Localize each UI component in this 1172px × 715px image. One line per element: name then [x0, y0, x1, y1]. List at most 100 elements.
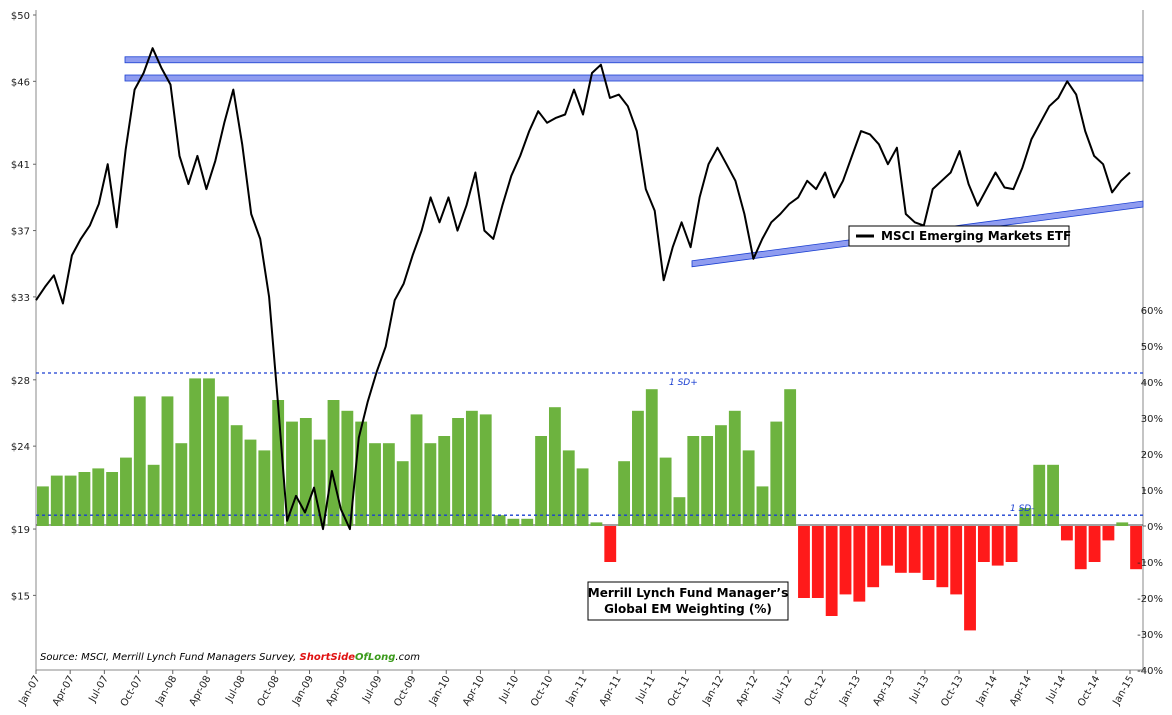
- x-tick-label: Apr-09: [324, 674, 350, 708]
- bar: [1088, 526, 1101, 562]
- right-tick-label: 10%: [1141, 486, 1163, 497]
- bar: [120, 457, 132, 526]
- right-tick-label: 0%: [1147, 522, 1163, 533]
- bar: [950, 526, 963, 595]
- x-tick-label: Oct-09: [392, 674, 418, 709]
- x-tick-label: Jan-14: [974, 674, 1000, 708]
- x-tick-label: Apr-13: [871, 674, 897, 708]
- x-tick-label: Jan-11: [564, 674, 590, 708]
- sd-minus-label: 1 SD-: [1010, 504, 1034, 514]
- bar: [742, 450, 755, 526]
- x-tick-label: Apr-11: [598, 674, 624, 708]
- x-tick-label: Oct-10: [529, 674, 555, 709]
- bar: [286, 421, 298, 526]
- bar: [1116, 522, 1129, 526]
- source-prefix: Source: MSCI, Merrill Lynch Fund Manager…: [40, 652, 300, 663]
- bar-series-label-box: Merrill Lynch Fund Manager’s Global EM W…: [587, 581, 789, 621]
- x-tick-label: Apr-07: [51, 674, 77, 708]
- right-tick-label: -10%: [1137, 558, 1163, 569]
- bar: [493, 515, 506, 526]
- x-tick-label: Oct-12: [803, 674, 829, 709]
- bar: [341, 410, 354, 526]
- bar: [175, 443, 188, 526]
- bar: [203, 378, 215, 526]
- bar: [1130, 526, 1142, 570]
- bar: [673, 497, 686, 526]
- bar: [1102, 526, 1115, 541]
- bar: [216, 396, 229, 526]
- x-axis-ticks: Jan-07 Apr-07 Jul-07 Oct-07 Jan-08 Apr-08 Jul-…: [17, 670, 1137, 709]
- bar: [1019, 508, 1032, 526]
- bar: [991, 526, 1004, 566]
- bar: [632, 410, 644, 526]
- left-tick-label: $33: [11, 293, 30, 304]
- bar: [133, 396, 146, 526]
- x-tick-label: Apr-14: [1008, 674, 1034, 708]
- right-tick-label: 60%: [1141, 306, 1163, 317]
- bar-series: [37, 378, 1142, 631]
- right-tick-label: -30%: [1137, 630, 1163, 641]
- left-tick-label: $19: [11, 525, 30, 536]
- bar: [562, 450, 575, 526]
- bar: [1005, 526, 1018, 562]
- x-tick-label: Oct-08: [256, 674, 282, 709]
- bar: [659, 457, 672, 526]
- x-tick-label: Jul-12: [770, 674, 794, 705]
- bar: [1033, 464, 1046, 526]
- bar: [798, 526, 810, 598]
- bar: [521, 518, 534, 526]
- x-tick-label: Apr-08: [188, 674, 214, 708]
- bar: [230, 425, 243, 526]
- bar: [770, 421, 783, 526]
- bar: [784, 389, 797, 526]
- bar: [535, 436, 547, 526]
- right-axis-ticks: 60% 50% 40% 30% 20% 10% 0% -10% -20% -30% -40%: [1137, 306, 1163, 677]
- x-tick-label: Oct-13: [939, 674, 965, 709]
- legend-label: MSCI Emerging Markets ETF: [881, 229, 1071, 243]
- bar: [853, 526, 866, 602]
- x-tick-label: Jul-07: [87, 674, 111, 705]
- left-tick-label: $41: [11, 160, 30, 171]
- x-tick-label: Jan-13: [837, 674, 863, 708]
- line-series: [35, 47, 1131, 531]
- bar: [1047, 464, 1059, 526]
- resistance-band: [124, 56, 1144, 64]
- bar: [396, 461, 409, 526]
- x-tick-label: Jan-07: [17, 674, 43, 708]
- bar: [410, 414, 423, 526]
- bar-series-label-line2: Global EM Weighting (%): [604, 602, 772, 616]
- left-tick-label: $50: [11, 11, 30, 22]
- x-tick-label: Jan-15: [1111, 674, 1137, 708]
- bar: [576, 468, 589, 526]
- x-tick-label: Apr-12: [735, 674, 761, 708]
- source-text: Source: MSCI, Merrill Lynch Fund Manager…: [40, 652, 420, 663]
- bar: [327, 400, 340, 526]
- bar: [299, 418, 312, 526]
- price-line: [35, 47, 1131, 531]
- x-tick-label: Jan-08: [153, 674, 179, 708]
- bar: [37, 486, 49, 526]
- bar: [548, 407, 561, 526]
- x-tick-label: Jan-10: [427, 674, 453, 708]
- bar: [687, 436, 700, 526]
- sd-plus-label: 1 SD+: [669, 378, 698, 388]
- left-tick-label: $15: [11, 591, 30, 602]
- left-axis-ticks: $50 $46 $41 $37 $33 $28 $24 $19 $15: [11, 11, 36, 602]
- right-tick-label: -20%: [1137, 594, 1163, 605]
- x-tick-label: Oct-07: [119, 674, 145, 709]
- x-tick-label: Jul-10: [497, 674, 521, 705]
- bar: [936, 526, 949, 588]
- bar: [272, 400, 285, 526]
- bar-series-label-line1: Merrill Lynch Fund Manager’s: [588, 586, 788, 600]
- bar: [825, 526, 838, 616]
- bar: [1060, 526, 1073, 541]
- bar: [604, 526, 617, 562]
- left-tick-label: $37: [11, 227, 30, 238]
- bar: [715, 425, 727, 526]
- bar: [147, 464, 160, 526]
- bar: [465, 410, 478, 526]
- right-tick-label: 30%: [1141, 414, 1163, 425]
- x-tick-label: Jul-14: [1044, 674, 1068, 705]
- bar: [479, 414, 492, 526]
